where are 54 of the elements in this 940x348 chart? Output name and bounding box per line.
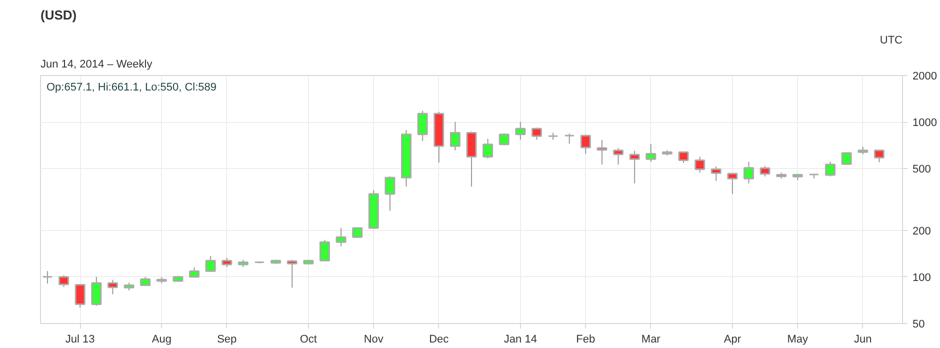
candlestick (596, 139, 608, 166)
candlestick (874, 149, 884, 163)
y-tick-label: 200 (912, 225, 931, 238)
y-tick-label: 500 (912, 164, 931, 176)
x-tick-label: Feb (576, 334, 596, 346)
candlestick (58, 274, 70, 288)
candlestick (710, 166, 722, 182)
candlestick (384, 176, 396, 212)
candlestick (613, 148, 624, 166)
candlestick (417, 110, 428, 142)
candlestick (646, 144, 656, 162)
y-tick-label: 2000 (912, 70, 937, 82)
candlestick (727, 172, 738, 194)
x-tick-label: Apr (724, 334, 742, 346)
chart-title: (USD) (40, 8, 77, 22)
candlestick (189, 267, 200, 278)
candlestick (841, 152, 852, 166)
candlestick (694, 156, 706, 174)
candlestick (825, 161, 836, 177)
x-tick-label: Oct (300, 334, 317, 346)
x-tick-label: Jul 13 (65, 334, 95, 346)
candlestick (91, 276, 102, 306)
candlestick (482, 138, 494, 159)
x-tick-label: Mar (641, 334, 661, 346)
x-tick-label: Jan 14 (504, 334, 537, 346)
candlestick (336, 228, 346, 247)
candlestick (450, 121, 460, 151)
x-tick-label: May (787, 334, 809, 346)
x-tick-label: Nov (364, 334, 384, 346)
x-tick-label: Aug (152, 334, 172, 346)
candlestick (319, 239, 330, 262)
y-tick-label: 1000 (912, 117, 937, 130)
candlestick (580, 134, 591, 154)
candlestick (205, 255, 216, 272)
text: UTC (880, 34, 903, 46)
y-tick-label: 50 (912, 318, 925, 330)
y-tick-label: 100 (912, 272, 931, 284)
chart-subtitle: Jun 14, 2014 – Weekly (40, 58, 153, 70)
candlestick (107, 279, 118, 295)
x-tick-label: Sep (217, 334, 237, 346)
annotation: Op:657.1, Hi:661.1, Lo:550, Cl:589 (46, 82, 217, 94)
candlestick (532, 127, 542, 140)
candlestick (760, 165, 770, 177)
candlestick (42, 270, 53, 284)
candlestick (629, 150, 640, 184)
candlestick (286, 259, 298, 288)
candlestick (74, 284, 86, 308)
candlestick (744, 161, 754, 184)
x-tick-label: Dec (429, 334, 450, 346)
x-tick-label: Jun (854, 334, 872, 346)
candlestick (564, 133, 575, 144)
candlestick (515, 121, 526, 140)
candlestick (222, 257, 232, 268)
candlestick (352, 227, 363, 238)
